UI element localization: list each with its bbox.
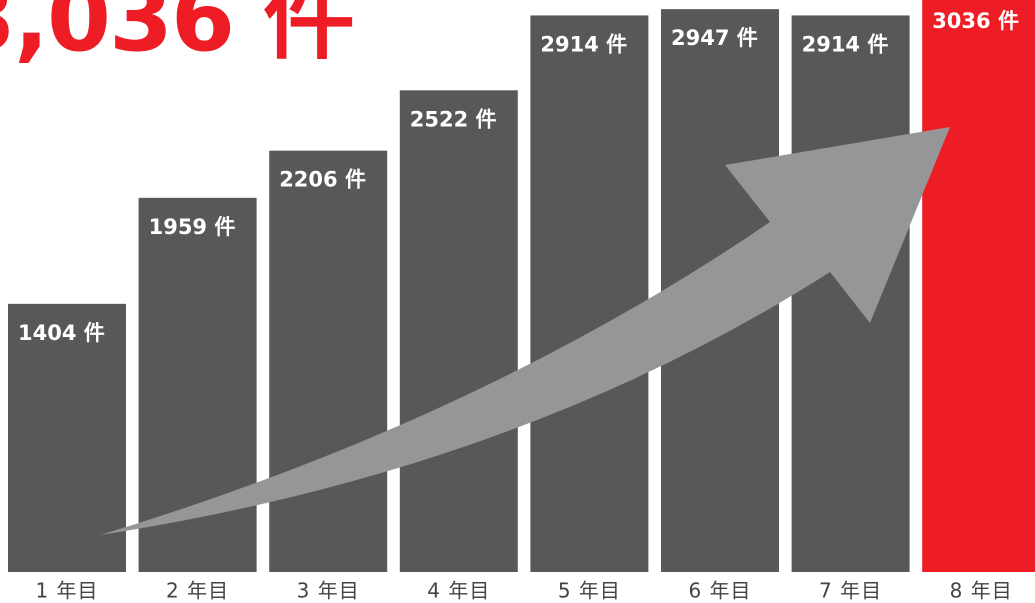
x-tick-label: 7 年目 [819,579,882,603]
bar [269,150,388,573]
bar [8,303,126,572]
x-tick-label: 5 年目 [558,579,621,603]
value-label: 2522 件 [410,107,497,131]
trend-arrow [100,127,950,535]
value-label: 2914 件 [802,32,889,56]
value-label: 2206 件 [279,168,366,192]
value-label: 3036 件 [932,9,1019,33]
x-tick-label: 4 年目 [427,579,490,603]
x-tick-label: 6 年目 [688,579,751,603]
chart-title: 3,036 件 [0,0,353,72]
x-tick-label: 2 年目 [166,579,229,603]
bar [922,0,1035,572]
x-tick-label: 8 年目 [950,579,1013,603]
bar [530,15,649,572]
value-label: 1959 件 [149,215,236,239]
x-tick-label: 1 年目 [35,579,98,603]
value-label: 2914 件 [540,32,627,56]
value-label: 2947 件 [671,26,758,50]
labels: 1404 件 1 年目 1959 件 2 年目 2206 件 3 年目 2522 件 4 年目… [18,9,1019,602]
value-label: 1404 件 [18,321,105,345]
x-tick-label: 3 年目 [297,579,360,603]
bar [399,90,518,572]
